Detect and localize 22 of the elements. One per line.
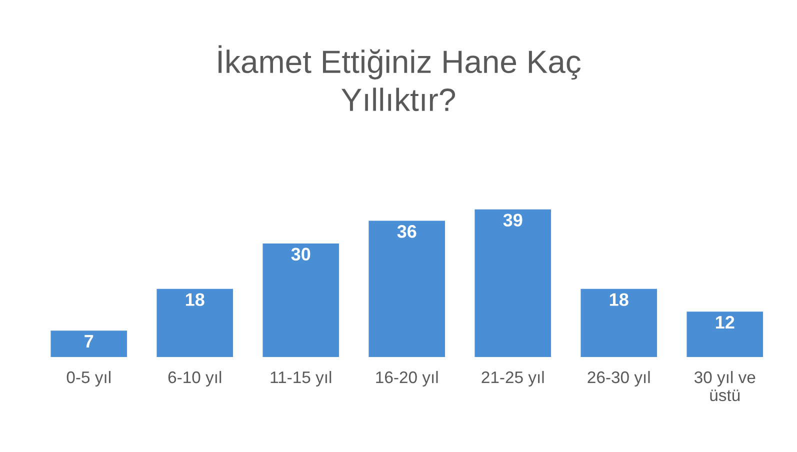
- x-tick-label: 6-10 yıl: [168, 370, 222, 387]
- bar: [262, 244, 340, 358]
- x-tick-label: 16-20 yıl: [376, 370, 438, 387]
- chart-title: İkamet Ettiğiniz Hane Kaç Yıllıktır?: [218, 45, 581, 112]
- data-label: 39: [503, 214, 522, 226]
- x-tick-label: 11-15 yıl: [270, 370, 332, 387]
- bar: [686, 312, 764, 358]
- x-tick-label: 30 yıl ve üstü: [694, 370, 756, 402]
- x-tick-label: 0-5 yıl: [66, 370, 110, 387]
- data-label: 30: [291, 248, 310, 261]
- bar: [50, 330, 128, 358]
- bar: [474, 209, 552, 358]
- data-label: 18: [610, 293, 628, 306]
- bar: [368, 220, 446, 358]
- bar: [580, 288, 658, 358]
- data-label: 36: [397, 225, 416, 238]
- data-label: 18: [186, 293, 204, 306]
- x-tick-label: 21-25 yıl: [482, 370, 544, 387]
- data-label: 7: [84, 335, 94, 348]
- bar: [156, 288, 234, 358]
- data-label: 12: [716, 316, 734, 329]
- x-tick-label: 26-30 yıl: [588, 370, 650, 387]
